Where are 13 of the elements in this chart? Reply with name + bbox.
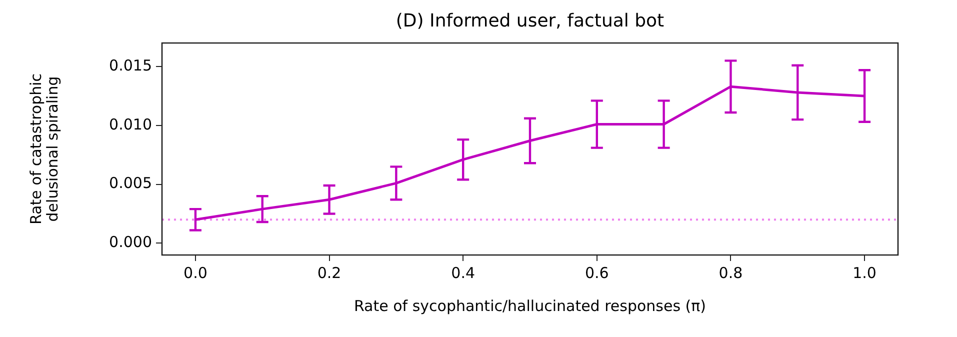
x-tick-label: 0.4 bbox=[451, 264, 476, 282]
x-tick-label: 0.6 bbox=[584, 264, 609, 282]
y-tick-label: 0.010 bbox=[109, 115, 152, 134]
y-axis-title: Rate of catastrophic delusional spiraling bbox=[27, 73, 62, 225]
x-axis-title: Rate of sycophantic/hallucinated responses (π) bbox=[354, 296, 706, 315]
x-tick-label: 0.2 bbox=[317, 264, 342, 282]
chart-title: (D) Informed user, factual bot bbox=[396, 10, 664, 32]
x-tick-label: 0.0 bbox=[184, 264, 208, 282]
y-tick-label: 0.005 bbox=[109, 174, 152, 192]
x-tick-label: 1.0 bbox=[852, 264, 876, 282]
x-tick-label: 0.8 bbox=[718, 264, 743, 282]
y-tick-label: 0.000 bbox=[109, 233, 152, 252]
y-tick-label: 0.015 bbox=[109, 56, 152, 74]
